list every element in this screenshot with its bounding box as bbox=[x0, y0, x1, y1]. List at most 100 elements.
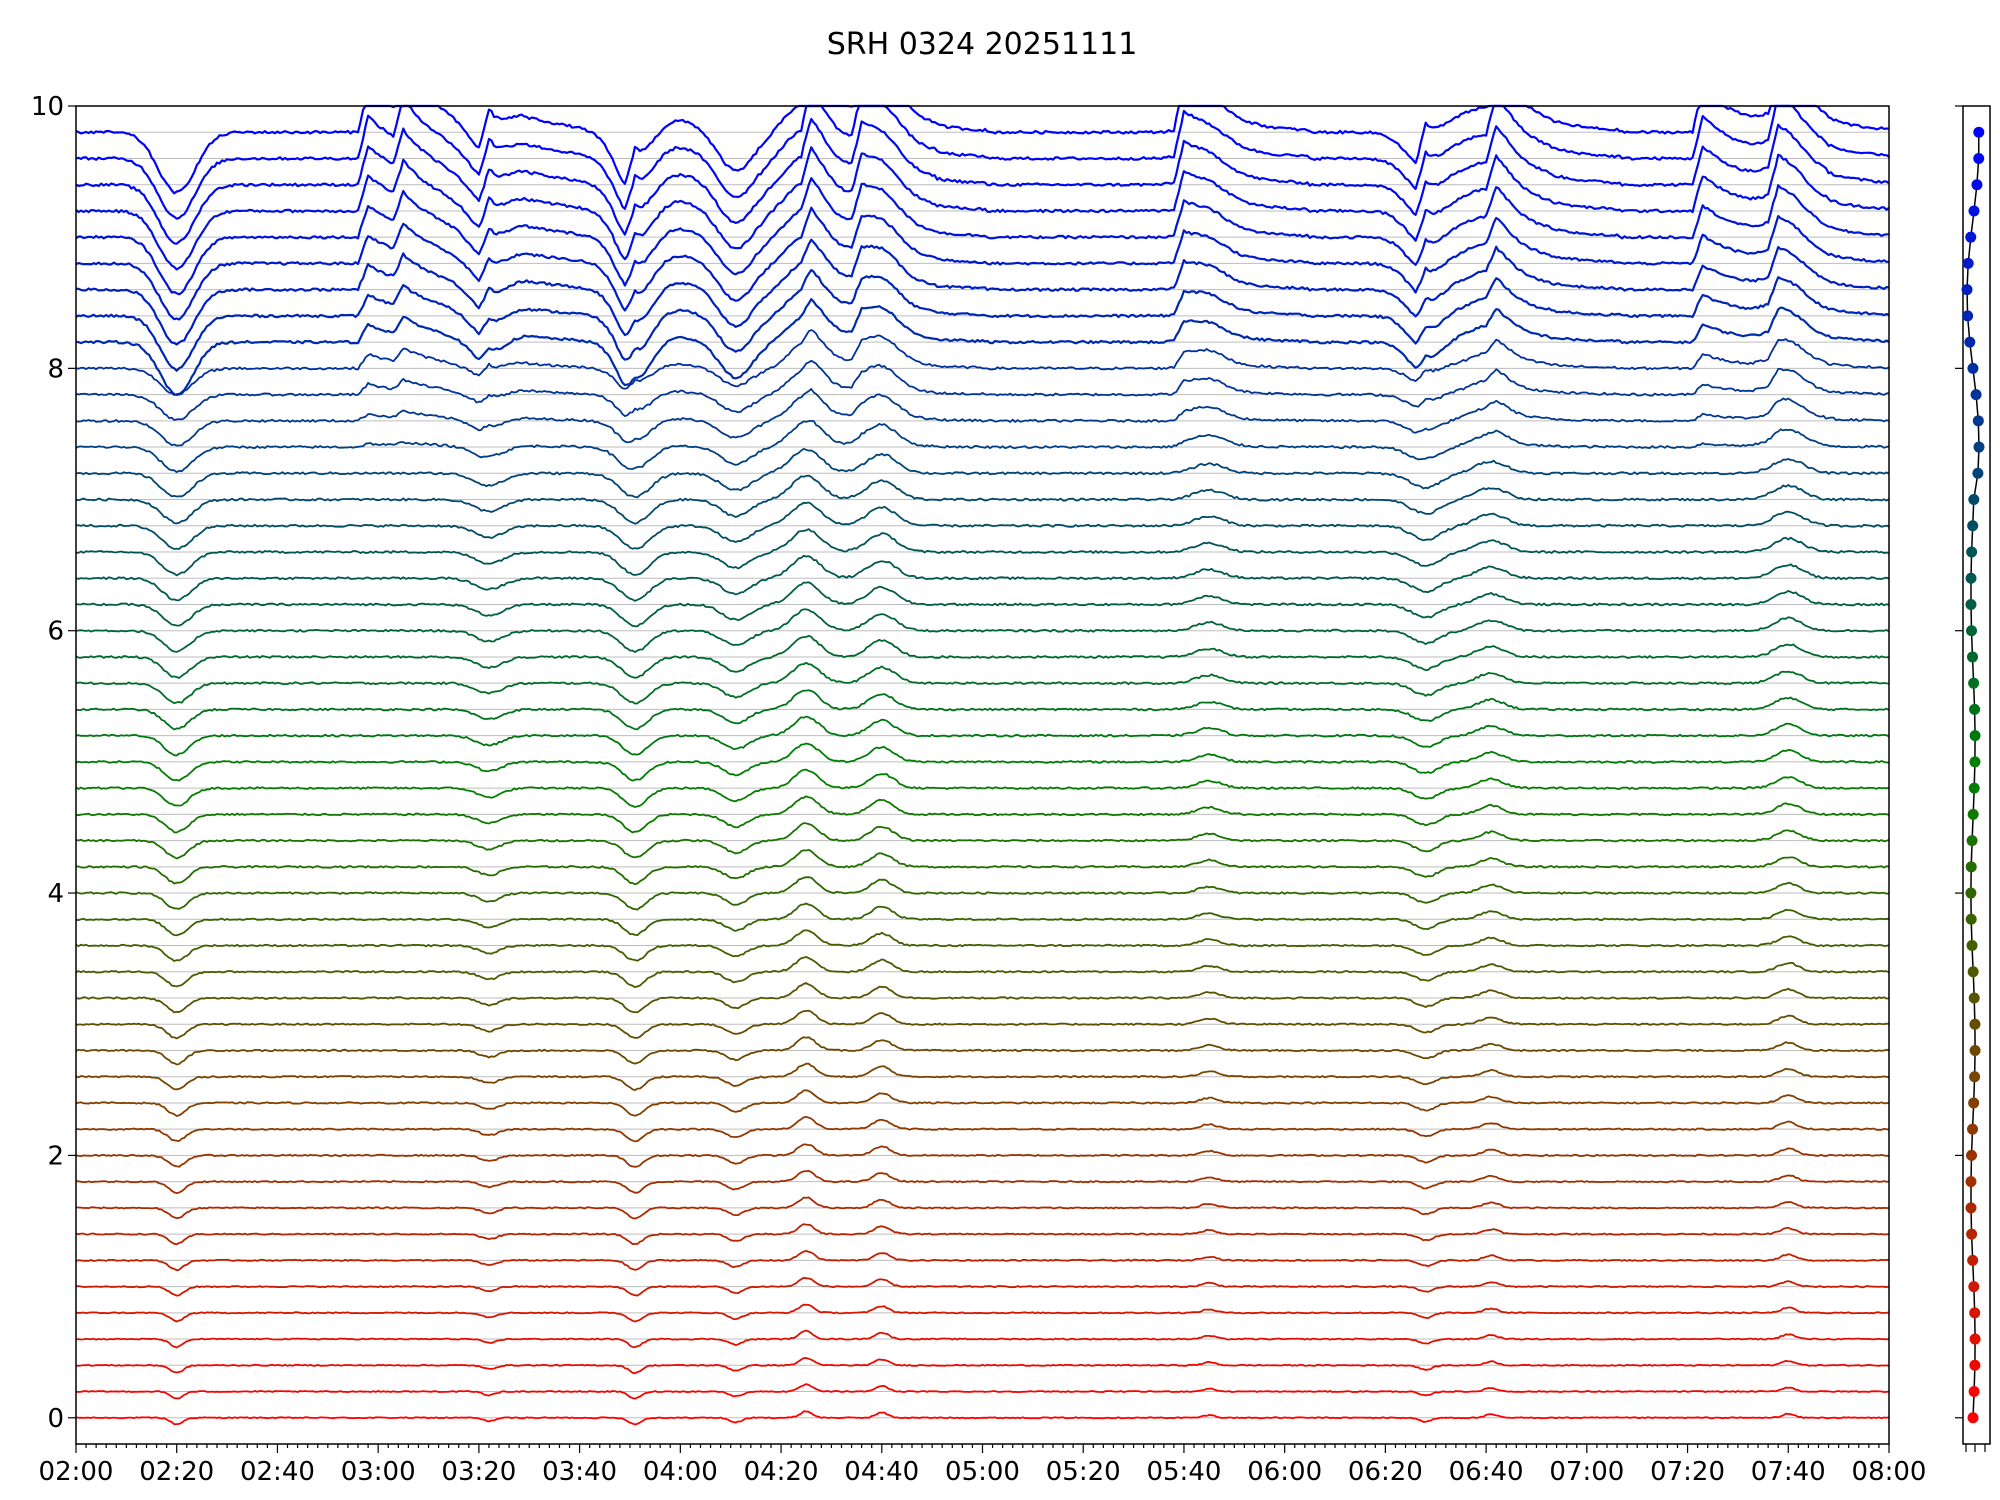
x-tick-label: 02:00 bbox=[39, 1457, 114, 1487]
trace-marker bbox=[1966, 1228, 1978, 1240]
trace-marker bbox=[1968, 494, 1980, 506]
trace-marker bbox=[1968, 1097, 1980, 1109]
trace-line bbox=[75, 474, 1890, 525]
trace-marker bbox=[1966, 835, 1978, 847]
trace-line bbox=[75, 206, 1889, 321]
y-tick-label: 10 bbox=[31, 92, 64, 122]
x-tick-label: 03:20 bbox=[441, 1457, 516, 1487]
y-tick-label: 8 bbox=[47, 354, 64, 384]
trace-marker bbox=[1965, 861, 1977, 873]
x-tick-label: 07:40 bbox=[1751, 1457, 1826, 1487]
trace-marker bbox=[1966, 940, 1978, 952]
y-tick-label: 2 bbox=[47, 1141, 64, 1171]
trace-line bbox=[75, 1009, 1890, 1040]
trace-line bbox=[75, 177, 1889, 296]
trace-line bbox=[75, 1089, 1890, 1117]
trace-line bbox=[75, 1062, 1890, 1091]
trace-line bbox=[75, 1250, 1890, 1272]
x-tick-label: 04:40 bbox=[844, 1457, 919, 1487]
trace-marker bbox=[1970, 389, 1982, 401]
trace-line bbox=[75, 1410, 1890, 1426]
trace-marker bbox=[1969, 1333, 1981, 1345]
x-tick-label: 03:40 bbox=[542, 1457, 617, 1487]
trace-line bbox=[76, 528, 1890, 577]
trace-marker bbox=[1961, 284, 1973, 296]
marker-panel-ticks bbox=[1955, 105, 1986, 1452]
trace-marker bbox=[1965, 598, 1977, 610]
trace-marker bbox=[1966, 651, 1978, 663]
trace-marker bbox=[1965, 231, 1977, 243]
marker-panel-frame bbox=[1962, 105, 1991, 1445]
trace-line bbox=[75, 634, 1890, 679]
trace-line bbox=[75, 359, 1890, 421]
trace-marker bbox=[1965, 913, 1977, 925]
trace-marker bbox=[1973, 126, 1985, 138]
trace-line bbox=[75, 329, 1890, 396]
trace-line bbox=[75, 929, 1890, 962]
x-tick-label: 07:00 bbox=[1549, 1457, 1624, 1487]
trace-line bbox=[76, 715, 1890, 757]
x-tick-label: 06:00 bbox=[1247, 1457, 1322, 1487]
trace-marker bbox=[1968, 677, 1980, 689]
trace-marker-panel bbox=[1955, 105, 1991, 1452]
trace-marker bbox=[1969, 1044, 1981, 1056]
trace-marker bbox=[1968, 992, 1980, 1004]
x-tick-label: 03:00 bbox=[341, 1457, 416, 1487]
trace-line bbox=[75, 268, 1890, 372]
trace-line bbox=[75, 581, 1890, 628]
trace-line bbox=[75, 1143, 1890, 1168]
trace-marker bbox=[1967, 1254, 1979, 1266]
trace-line bbox=[75, 689, 1890, 731]
trace-line bbox=[75, 447, 1890, 499]
trace-marker bbox=[1965, 887, 1977, 899]
trace-line bbox=[75, 298, 1890, 396]
trace-line bbox=[75, 768, 1890, 808]
trace-line bbox=[75, 117, 1890, 245]
x-tick-label: 05:40 bbox=[1146, 1457, 1221, 1487]
trace-line bbox=[75, 146, 1890, 271]
plot-frame bbox=[76, 106, 1889, 1444]
x-tick-label: 05:00 bbox=[945, 1457, 1020, 1487]
trace-marker bbox=[1968, 782, 1980, 794]
trace-line bbox=[75, 1329, 1890, 1349]
trace-marker bbox=[1972, 415, 1984, 427]
trace-marker bbox=[1967, 1412, 1979, 1424]
y-tick-label: 0 bbox=[47, 1404, 64, 1434]
trace-marker bbox=[1969, 1307, 1981, 1319]
trace-line bbox=[75, 1383, 1890, 1400]
trace-marker bbox=[1969, 730, 1981, 742]
x-tick-label: 06:20 bbox=[1348, 1457, 1423, 1487]
trace-marker bbox=[1965, 572, 1977, 584]
x-tick-label: 02:40 bbox=[240, 1457, 315, 1487]
trace-marker bbox=[1968, 1386, 1980, 1398]
trace-marker bbox=[1964, 336, 1976, 348]
trace-line bbox=[75, 1303, 1890, 1323]
trace-marker bbox=[1968, 1281, 1980, 1293]
trace-line bbox=[75, 849, 1890, 886]
trace-line bbox=[75, 554, 1890, 602]
trace-marker bbox=[1967, 1123, 1979, 1135]
trace-marker bbox=[1967, 520, 1979, 532]
trace-line bbox=[75, 104, 1890, 220]
trace-marker bbox=[1971, 179, 1983, 191]
trace-marker bbox=[1969, 703, 1981, 715]
x-tick-label: 04:20 bbox=[744, 1457, 819, 1487]
y-tick-label: 4 bbox=[47, 879, 64, 909]
trace-marker bbox=[1967, 966, 1979, 978]
trace-line bbox=[75, 501, 1890, 550]
trace-line bbox=[75, 1196, 1890, 1220]
trace-marker bbox=[1962, 310, 1974, 322]
trace-marker bbox=[1969, 1018, 1981, 1030]
trace-marker bbox=[1973, 152, 1985, 164]
trace-line bbox=[75, 419, 1890, 474]
x-tick-label: 06:40 bbox=[1449, 1457, 1524, 1487]
trace-line bbox=[75, 982, 1890, 1014]
trace-marker bbox=[1969, 1359, 1981, 1371]
trace-line bbox=[75, 1223, 1890, 1246]
trace-line bbox=[75, 388, 1890, 447]
x-axis: 02:00 02:20 02:40 03:00 03:20 03:40 04:00 04:20… bbox=[39, 1444, 1926, 1487]
trace-marker bbox=[1965, 1202, 1977, 1214]
trace-marker bbox=[1966, 625, 1978, 637]
x-tick-label: 04:00 bbox=[643, 1457, 718, 1487]
